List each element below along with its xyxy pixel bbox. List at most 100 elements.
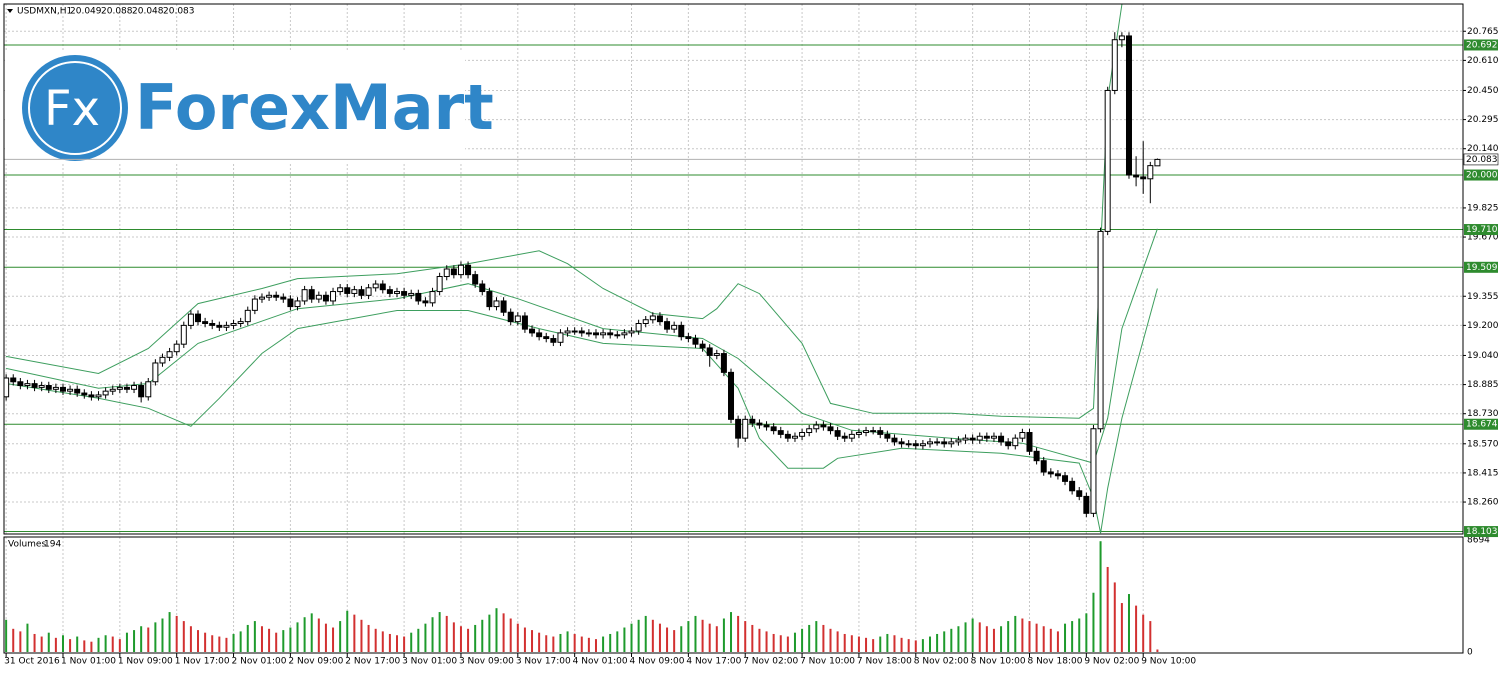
candle-body [891, 437, 898, 443]
level-label-bg [1464, 39, 1498, 51]
candle-body [948, 441, 955, 445]
volume-bar [886, 633, 889, 652]
x-tick-label: 3 Nov 01:00 [402, 657, 457, 667]
volume-bar [374, 628, 377, 652]
volume-bar [822, 624, 825, 652]
candle-body [884, 433, 891, 439]
candle-body [450, 268, 457, 276]
volume-bar [573, 633, 576, 652]
candle-body [422, 300, 429, 304]
bollinger-band [6, 4, 1123, 419]
volume-bar [33, 633, 36, 652]
candle-body [1140, 176, 1147, 180]
volume-bar [111, 636, 114, 652]
candle-body [1147, 165, 1154, 180]
volume-bar [47, 632, 50, 652]
volume-bar [168, 612, 171, 652]
volume-bar [602, 636, 605, 652]
candle-body [791, 435, 798, 439]
candle-body [841, 435, 848, 439]
volume-bar [26, 623, 29, 652]
y-tick-label: 19.670 [1467, 233, 1499, 243]
candle-body [1118, 35, 1125, 41]
candle-body [749, 418, 756, 424]
volume-bar [559, 633, 562, 652]
candle-body [713, 353, 720, 356]
candle-body [905, 443, 912, 446]
volume-bar [5, 619, 8, 652]
volume-bar [623, 627, 626, 652]
volume-bar [97, 637, 100, 652]
logo-ring [28, 61, 122, 155]
candle-body [457, 264, 464, 276]
volume-bar [204, 632, 207, 652]
volume-bar [893, 635, 896, 652]
volume-bar [1106, 566, 1109, 652]
volume-bar [360, 619, 363, 652]
volume-bar [580, 636, 583, 652]
level-label-bg [1464, 169, 1498, 181]
volume-bar [829, 628, 832, 652]
level-label: 19.509 [1466, 263, 1498, 273]
candle-body [372, 283, 379, 289]
volume-bar [737, 615, 740, 652]
volume-bar [296, 622, 299, 652]
volume-bar [694, 615, 697, 652]
x-tick-label: 7 Nov 18:00 [857, 657, 912, 667]
volume-bar [310, 613, 313, 652]
volume-bar [758, 628, 761, 652]
candle-body [827, 426, 834, 432]
volume-bar [552, 636, 555, 652]
volume-bar [324, 623, 327, 652]
volume-bar [928, 636, 931, 652]
volume-bar [545, 635, 548, 652]
candle-body [557, 332, 564, 343]
level-label-bg [1464, 261, 1498, 273]
candle-body [88, 394, 95, 398]
volume-bar [978, 622, 981, 652]
volume-bar [367, 624, 370, 652]
candle-body [863, 430, 870, 434]
candle-body [365, 287, 372, 296]
candle-body [472, 274, 479, 285]
volume-bar [282, 630, 285, 652]
candle-body [1012, 437, 1019, 447]
volume-bar [218, 636, 221, 652]
volume-bar [1149, 621, 1152, 652]
candle-body [351, 289, 358, 294]
x-tick-label: 9 Nov 10:00 [1141, 657, 1196, 667]
candle-body [699, 343, 706, 349]
candle-body [592, 332, 599, 336]
volume-bar [69, 639, 72, 652]
x-tick-label: 1 Nov 17:00 [175, 657, 230, 667]
volume-bar [687, 621, 690, 652]
volume-bar [907, 639, 910, 652]
x-tick-label: 1 Nov 01:00 [61, 657, 116, 667]
candle-body [52, 386, 59, 390]
candle-body [934, 441, 941, 444]
volume-bar [836, 631, 839, 652]
volume-bar [971, 618, 974, 652]
price-label: 20.083 [1466, 155, 1498, 165]
level-label: 19.710 [1466, 225, 1498, 235]
volume-bar [445, 615, 448, 652]
volume-bar [395, 635, 398, 652]
candle-body [635, 323, 642, 332]
candle-body [31, 383, 38, 388]
y-tick-label: 20.450 [1467, 86, 1499, 96]
x-tick-label: 2 Nov 01:00 [232, 657, 287, 667]
volume-bar [587, 637, 590, 652]
volume-tick-label: 0 [1467, 648, 1473, 658]
x-tick-label: 8 Nov 10:00 [971, 657, 1026, 667]
volume-bar [502, 613, 505, 652]
volume-bar [452, 622, 455, 652]
candle-body [315, 294, 322, 300]
y-tick-label: 18.885 [1467, 380, 1499, 390]
candle-body [443, 268, 450, 278]
volume-bar [516, 623, 519, 652]
candle-body [74, 388, 81, 394]
x-tick-label: 2 Nov 17:00 [345, 657, 400, 667]
candle-body [976, 435, 983, 441]
volume-bar [992, 628, 995, 652]
header-high: 20.088 [101, 7, 133, 17]
